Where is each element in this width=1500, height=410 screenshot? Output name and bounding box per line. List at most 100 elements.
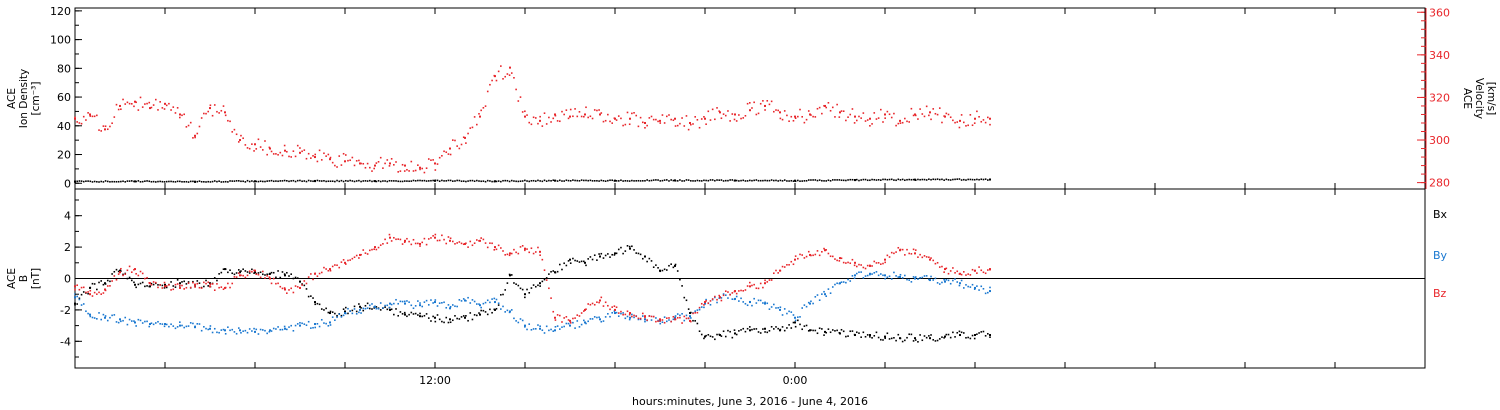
data-point xyxy=(753,101,755,104)
data-point xyxy=(419,302,421,304)
data-point xyxy=(558,263,561,266)
data-point xyxy=(775,109,777,111)
data-point xyxy=(242,330,244,333)
data-point xyxy=(884,274,886,277)
data-point xyxy=(873,178,876,181)
data-point xyxy=(310,273,312,275)
data-point xyxy=(98,129,100,131)
data-point xyxy=(342,314,345,317)
data-point xyxy=(580,179,583,181)
data-point xyxy=(703,337,705,340)
data-point xyxy=(362,180,365,182)
data-point xyxy=(779,269,781,272)
data-point xyxy=(825,106,828,109)
data-point xyxy=(956,281,959,283)
data-point xyxy=(403,300,406,303)
data-point xyxy=(786,180,788,182)
data-point xyxy=(598,180,600,182)
data-point xyxy=(279,276,282,279)
data-point xyxy=(958,126,961,129)
data-point xyxy=(358,257,360,259)
data-point xyxy=(403,311,406,314)
data-point xyxy=(229,180,231,182)
data-point xyxy=(513,248,515,251)
data-point xyxy=(744,302,747,305)
data-point xyxy=(816,107,819,110)
data-point xyxy=(816,294,819,296)
data-point xyxy=(135,101,137,104)
data-point xyxy=(146,285,148,287)
data-point xyxy=(288,180,290,183)
data-point xyxy=(821,250,823,253)
data-point xyxy=(275,328,277,330)
data-point xyxy=(449,147,451,150)
data-point xyxy=(126,101,129,104)
data-point xyxy=(962,271,965,273)
data-point xyxy=(626,111,629,114)
data-point xyxy=(836,282,838,285)
data-point xyxy=(862,266,865,269)
data-point xyxy=(237,269,240,271)
data-point xyxy=(711,336,714,338)
data-point xyxy=(740,297,742,300)
data-point xyxy=(585,179,587,182)
data-point xyxy=(790,115,793,118)
data-point xyxy=(893,112,895,115)
data-point xyxy=(504,179,507,182)
data-point xyxy=(133,180,135,183)
data-point xyxy=(329,158,331,161)
data-point xyxy=(539,180,541,182)
data-point xyxy=(869,124,871,127)
data-point xyxy=(476,239,478,241)
data-point xyxy=(237,272,240,274)
data-point xyxy=(209,325,212,327)
data-point xyxy=(464,136,466,139)
data-point xyxy=(436,239,439,242)
data-point xyxy=(500,65,502,67)
data-point xyxy=(471,299,474,301)
y-tick-label: 60 xyxy=(57,91,71,104)
data-point xyxy=(563,317,565,319)
data-point xyxy=(464,242,466,245)
data-point xyxy=(720,297,723,299)
data-point xyxy=(563,180,565,182)
data-point xyxy=(572,321,574,324)
x-tick-label: 0:00 xyxy=(783,374,808,387)
data-point xyxy=(683,315,686,318)
data-point xyxy=(824,330,826,333)
data-point xyxy=(288,275,290,277)
data-point xyxy=(797,257,799,260)
data-point xyxy=(283,325,286,328)
data-point xyxy=(869,117,871,120)
data-point xyxy=(449,153,452,156)
data-point xyxy=(973,178,976,181)
data-point xyxy=(220,181,223,183)
data-point xyxy=(227,271,229,274)
data-point xyxy=(509,252,511,255)
data-point xyxy=(932,178,935,181)
data-point xyxy=(899,122,902,124)
data-point xyxy=(639,116,642,119)
data-point xyxy=(229,329,231,332)
data-point xyxy=(130,271,133,273)
data-point xyxy=(100,293,103,295)
data-point xyxy=(967,178,969,181)
data-point xyxy=(674,318,676,321)
data-point xyxy=(449,239,451,242)
data-point xyxy=(456,242,458,244)
data-point xyxy=(854,274,856,277)
data-point xyxy=(786,264,788,266)
data-point xyxy=(310,327,312,329)
data-point xyxy=(430,159,432,161)
data-point xyxy=(816,250,819,252)
data-point xyxy=(607,253,609,255)
data-point xyxy=(724,114,727,117)
data-point xyxy=(877,274,880,277)
data-point xyxy=(740,117,742,120)
data-point xyxy=(650,315,653,318)
data-point xyxy=(849,330,852,333)
data-point xyxy=(82,115,85,118)
data-point xyxy=(694,180,696,182)
data-point xyxy=(181,180,183,183)
data-point xyxy=(194,180,196,183)
